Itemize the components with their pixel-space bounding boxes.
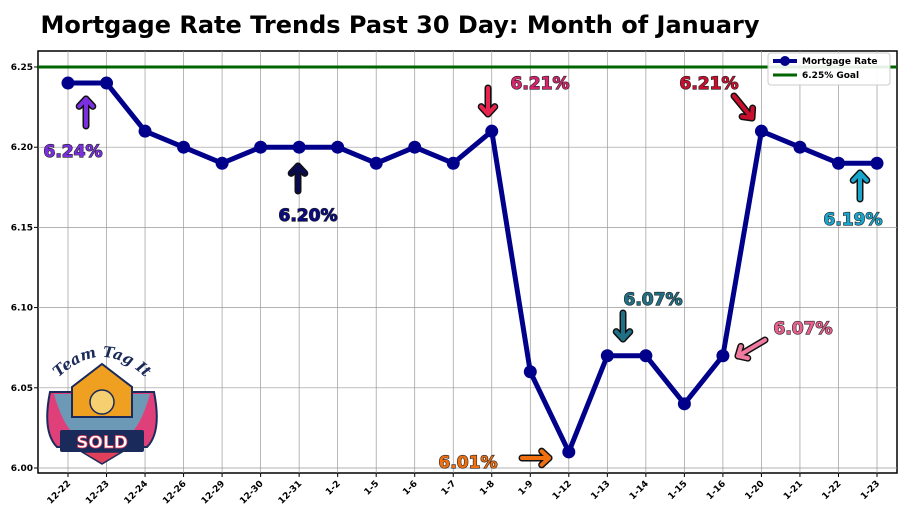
annotation-arrow-icon: [730, 92, 757, 122]
x-tick-label: 1-13: [589, 479, 612, 502]
x-tick-label: 1-8: [478, 479, 497, 498]
annotation-arrow-icon: [612, 309, 634, 343]
x-tick-label: 12-30: [238, 479, 265, 506]
data-point-1-13: [600, 349, 614, 363]
x-tick-label: 12-26: [161, 479, 188, 506]
annotation-arrow-icon: [518, 447, 553, 469]
legend-marker-mortgage-rate: [780, 56, 790, 66]
data-point-12-31: [292, 140, 306, 154]
chart-title: Mortgage Rate Trends Past 30 Day: Month …: [40, 11, 759, 39]
data-point-1-2: [331, 140, 345, 154]
x-tick-label: 1-21: [782, 479, 805, 502]
data-point-1-9: [523, 365, 537, 379]
data-point-1-15: [677, 397, 691, 411]
data-point-1-8: [485, 124, 499, 138]
annotation-label: 6.19%: [824, 210, 883, 230]
x-tick-label: 12-22: [46, 479, 73, 506]
data-point-1-12: [562, 445, 576, 459]
y-tick-label: 6.25: [11, 63, 33, 73]
annotation-arrow-icon: [477, 84, 499, 118]
series-line: [68, 80, 877, 455]
annotation-arrow-icon: [287, 162, 309, 195]
data-point-12-29: [215, 156, 229, 170]
annotation-arrow-icon: [849, 169, 871, 203]
data-point-1-21: [793, 140, 807, 154]
annotation-label: 6.20%: [279, 206, 338, 226]
x-tick-label: 12-24: [123, 479, 150, 506]
legend: Mortgage Rate 6.25% Goal: [767, 52, 891, 86]
data-point-1-7: [446, 156, 460, 170]
data-point-1-20: [754, 124, 768, 138]
data-point-1-14: [639, 349, 653, 363]
x-tick-label: 1-22: [821, 479, 844, 502]
y-tick-label: 6.20: [11, 143, 33, 153]
x-tick-label: 1-15: [666, 479, 689, 502]
annotation-label: 6.07%: [774, 319, 833, 339]
plot-area: [37, 50, 898, 474]
y-axis-ticks: 6.00 6.05 6.10 6.15 6.20 6.25: [11, 63, 38, 474]
data-point-12-24: [138, 124, 152, 138]
annotation-arrow-icon: [734, 336, 769, 362]
data-point-12-23: [100, 76, 114, 90]
x-tick-label: 12-23: [84, 479, 111, 506]
x-tick-label: 1-9: [517, 479, 536, 498]
x-tick-label: 12-31: [277, 479, 304, 506]
y-tick-label: 6.10: [11, 304, 33, 314]
y-tick-label: 6.15: [11, 223, 33, 233]
data-point-12-30: [254, 140, 268, 154]
annotation-arrow-icon: [75, 95, 97, 130]
x-tick-label: 1-20: [744, 479, 767, 502]
x-tick-label: 1-16: [705, 479, 728, 502]
x-tick-label: 1-14: [628, 479, 651, 502]
y-tick-label: 6.00: [11, 464, 33, 474]
legend-label-goal: 6.25% Goal: [802, 71, 859, 81]
x-tick-label: 1-5: [363, 479, 382, 498]
annotation-label: 6.21%: [680, 74, 739, 94]
annotation-label: 6.07%: [624, 290, 683, 310]
x-tick-label: 1-6: [401, 479, 420, 498]
mortgage-rate-series: [61, 76, 884, 459]
x-axis-ticks: 12-22 12-23 12-24 12-26 12-29 12-30 12-31 1-2 1-…: [46, 473, 882, 506]
x-tick-label: 12-29: [200, 479, 227, 506]
x-tick-label: 1-12: [551, 479, 574, 502]
logo-sold-text: SOLD: [76, 433, 128, 453]
data-point-1-23: [870, 156, 884, 170]
data-point-1-6: [408, 140, 422, 154]
x-tick-label: 1-2: [324, 479, 343, 498]
annotations: 6.24% 6.20% 6.21% 6.21% 6.07% 6.07% 6.01% 6.19%: [43, 73, 883, 473]
annotation-label: 6.21%: [511, 74, 570, 94]
annotation-label: 6.24%: [44, 142, 103, 162]
data-point-1-16: [716, 349, 730, 363]
legend-label-mortgage-rate: Mortgage Rate: [802, 57, 878, 67]
data-point-12-26: [177, 140, 191, 154]
data-point-12-22: [61, 76, 75, 90]
data-point-1-22: [831, 156, 845, 170]
x-tick-label: 1-7: [440, 479, 459, 498]
x-tick-label: 1-23: [859, 479, 882, 502]
data-point-1-5: [369, 156, 383, 170]
annotation-label: 6.01%: [439, 453, 498, 473]
y-tick-label: 6.05: [11, 384, 33, 394]
